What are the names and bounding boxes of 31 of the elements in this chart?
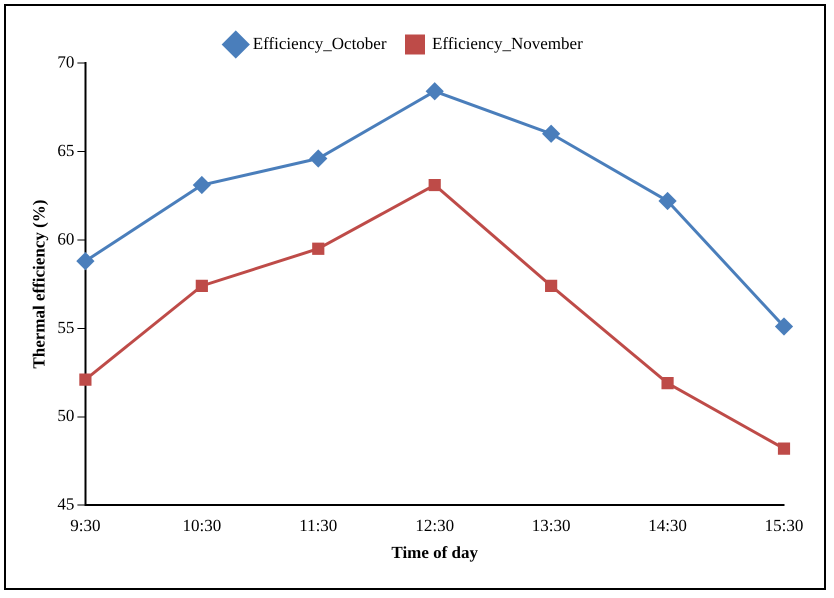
point [542,125,560,142]
x-axis-title: Time of day [391,543,478,562]
y-tick-label: 60 [57,229,74,248]
point [196,280,208,292]
point [310,150,327,168]
x-tick-label: 11:30 [299,516,338,535]
legend-label: Efficiency_October [252,34,387,53]
point [312,242,324,255]
x-tick-label: 12:30 [415,516,454,535]
point [545,280,558,292]
y-tick-label: 55 [57,318,74,337]
x-tick-label: 13:30 [532,516,570,535]
point [659,192,676,210]
y-tick-label: 70 [57,52,74,72]
legend-label: Efficiency_November [432,34,584,53]
point [426,82,444,100]
point [661,377,674,390]
y-axis-title: Thermal efficiency (%) [30,200,49,369]
x-tick-label: 14:30 [648,516,687,535]
y-tick-label: 65 [57,140,74,160]
point [776,318,792,336]
y-tick-label: 50 [57,406,74,426]
point [76,252,94,270]
point [193,176,210,194]
point [778,442,790,455]
y-tick-label: 45 [57,494,74,514]
x-tick-label: 10:30 [182,516,222,535]
point [428,178,441,192]
x-tick-label: 9:30 [70,516,101,535]
point [79,374,92,386]
x-tick-label: 15:30 [764,516,804,535]
